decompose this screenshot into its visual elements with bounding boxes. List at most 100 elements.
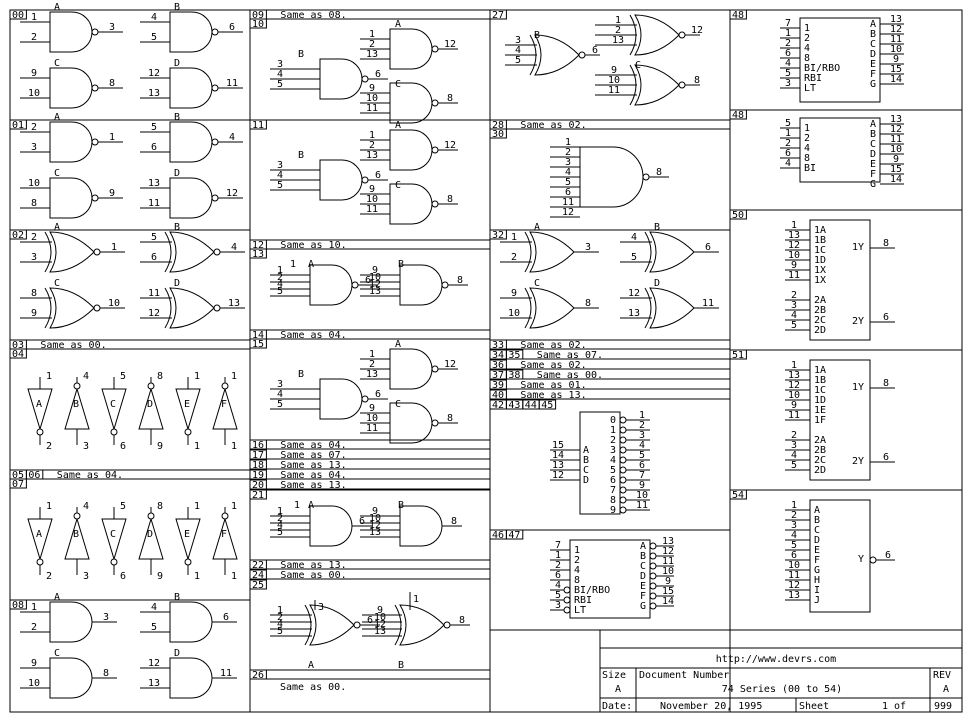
pin-number: 11 bbox=[702, 298, 714, 309]
pin-number: 2 bbox=[31, 232, 37, 243]
pin-number: 9 bbox=[665, 576, 671, 587]
port-label: 1B bbox=[814, 235, 826, 246]
pin-number: 2 bbox=[791, 290, 797, 301]
pin-number: 12 bbox=[691, 25, 703, 36]
section-id-box bbox=[538, 399, 557, 410]
pin-number: 6 bbox=[639, 460, 645, 471]
xor-arc bbox=[304, 604, 312, 646]
section-id-box bbox=[729, 489, 747, 500]
gate-a bbox=[49, 231, 95, 273]
inversion-bubble bbox=[619, 456, 627, 464]
pin-number: 6 bbox=[359, 516, 365, 527]
pin-number: 6 bbox=[705, 242, 711, 253]
pin-number: 6 bbox=[375, 170, 381, 181]
gate-letter: C bbox=[54, 58, 60, 69]
inversion-bubble bbox=[431, 45, 439, 53]
port-label: 1A bbox=[814, 365, 826, 376]
inversion-bubble bbox=[619, 446, 627, 454]
pin-number: 5 bbox=[277, 527, 283, 538]
pin-number: 6 bbox=[592, 45, 598, 56]
gate-letter: A bbox=[36, 529, 42, 540]
gate-letter: C bbox=[110, 399, 116, 410]
pin-number: 4 bbox=[277, 619, 283, 630]
section-id-box bbox=[249, 459, 267, 470]
pin-number: 6 bbox=[229, 22, 235, 33]
gate-letter: C bbox=[54, 648, 60, 659]
gate-c bbox=[49, 177, 93, 219]
of-label: of bbox=[894, 701, 906, 712]
pin-number: 11 bbox=[220, 668, 232, 679]
gate-c bbox=[634, 64, 680, 106]
gate-b bbox=[319, 378, 363, 420]
gate-letter: B bbox=[174, 112, 180, 123]
port-label: 7 bbox=[610, 485, 616, 496]
inversion-bubble bbox=[221, 512, 229, 520]
inversion-bubble bbox=[147, 382, 155, 390]
port-label: B bbox=[870, 129, 876, 140]
section-id: 26 bbox=[252, 670, 264, 681]
same-as-note: Same as 13. bbox=[520, 390, 586, 401]
pin-number: 5 bbox=[515, 55, 521, 66]
pin-number: 1 bbox=[290, 259, 296, 270]
sheet-grid bbox=[9, 9, 963, 713]
inversion-bubble bbox=[431, 146, 439, 154]
port-label: 4 bbox=[610, 455, 616, 466]
date-value: November 20, 1995 bbox=[660, 701, 762, 712]
section-id-box bbox=[505, 369, 524, 380]
gate-letter: B bbox=[534, 30, 540, 41]
pin-number: 10 bbox=[636, 490, 648, 501]
pin-number: 9 bbox=[372, 506, 378, 517]
pin-number: 8 bbox=[157, 371, 163, 382]
gate-letter: B bbox=[73, 529, 79, 540]
port-label: 1E bbox=[814, 405, 826, 416]
pin-number: 8 bbox=[103, 668, 109, 679]
section-id: 46 bbox=[492, 530, 504, 541]
gate-b bbox=[169, 11, 213, 53]
section-id-box bbox=[249, 18, 267, 29]
gate-letter: D bbox=[147, 529, 153, 540]
pin-number: 12 bbox=[562, 207, 574, 218]
gate-c bbox=[49, 657, 93, 699]
gate-letter: B bbox=[298, 49, 304, 60]
pin-number: 4 bbox=[229, 132, 235, 143]
pin-number: 1 bbox=[565, 137, 571, 148]
port-label: 4 bbox=[574, 565, 580, 576]
pin-number: 4 bbox=[785, 158, 791, 169]
inversion-bubble bbox=[443, 621, 451, 629]
pin-number: 15 bbox=[890, 64, 902, 75]
inversion-bubble bbox=[184, 558, 192, 566]
port-label: G bbox=[640, 601, 646, 612]
pin-number: 9 bbox=[369, 184, 375, 195]
pin-number: 10 bbox=[890, 44, 902, 55]
port-label: 2Y bbox=[852, 316, 864, 327]
port-label: 1A bbox=[814, 225, 826, 236]
inversion-bubble bbox=[649, 582, 657, 590]
section-id-box bbox=[25, 469, 44, 480]
gate-letter: C bbox=[110, 529, 116, 540]
pin-number: 5 bbox=[791, 540, 797, 551]
port-label: 4 bbox=[804, 143, 810, 154]
pin-number: 6 bbox=[120, 441, 126, 452]
pin-number: 1 bbox=[277, 605, 283, 616]
port-label: 1 bbox=[804, 123, 810, 134]
gate-b bbox=[399, 264, 443, 306]
gate-letter: C bbox=[395, 79, 401, 90]
port-label: 1 bbox=[610, 425, 616, 436]
sheets-total: 999 bbox=[934, 701, 952, 712]
port-label: 4 bbox=[804, 43, 810, 54]
port-label: BI/RBO bbox=[804, 63, 840, 74]
pin-number: 13 bbox=[374, 626, 386, 637]
pin-number: 3 bbox=[555, 600, 561, 611]
port-label: 2 bbox=[574, 555, 580, 566]
inversion-bubble bbox=[36, 428, 44, 436]
inversion-bubble bbox=[73, 382, 81, 390]
inversion-bubble bbox=[110, 558, 118, 566]
pin-number: 10 bbox=[28, 178, 40, 189]
port-label: 1F bbox=[814, 415, 826, 426]
same-as-note: Same as 02. bbox=[520, 360, 586, 371]
pin-number: 13 bbox=[228, 298, 240, 309]
gate-b bbox=[319, 159, 363, 201]
pin-number: 3 bbox=[109, 22, 115, 33]
pin-number: 11 bbox=[890, 134, 902, 145]
